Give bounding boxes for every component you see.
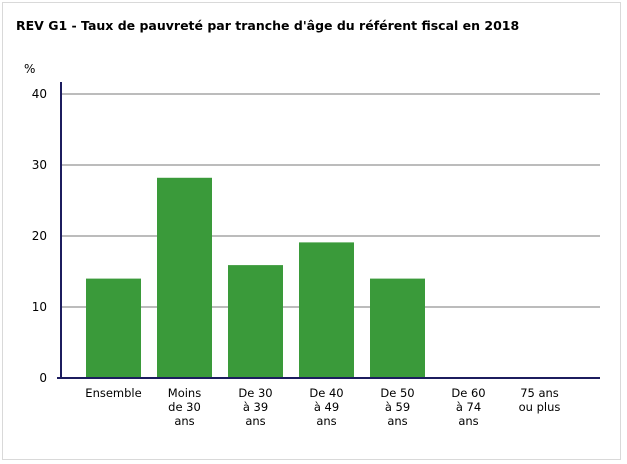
chart-frame: [2, 2, 621, 460]
x-category-label: 75 ans ou plus: [519, 386, 561, 414]
bar: [157, 177, 212, 378]
x-category-label: De 50 à 59 ans: [380, 386, 414, 428]
x-category-label: De 60 à 74 ans: [451, 386, 485, 428]
bar: [86, 278, 141, 378]
y-tick-label: 0: [39, 371, 47, 385]
x-category-label: De 30 à 39 ans: [238, 386, 272, 428]
x-category-label: Ensemble: [85, 386, 141, 400]
x-category-label: Moins de 30 ans: [168, 386, 201, 428]
y-tick-label: 30: [32, 158, 47, 172]
y-axis-unit-label: %: [24, 62, 36, 76]
y-tick-label: 40: [32, 87, 47, 101]
bar: [228, 265, 283, 378]
bar: [299, 242, 354, 378]
y-tick-label: 10: [32, 300, 47, 314]
chart-title: REV G1 - Taux de pauvreté par tranche d'…: [16, 18, 520, 33]
x-category-label: De 40 à 49 ans: [309, 386, 343, 428]
bar: [370, 278, 425, 378]
y-tick-label: 20: [32, 229, 47, 243]
